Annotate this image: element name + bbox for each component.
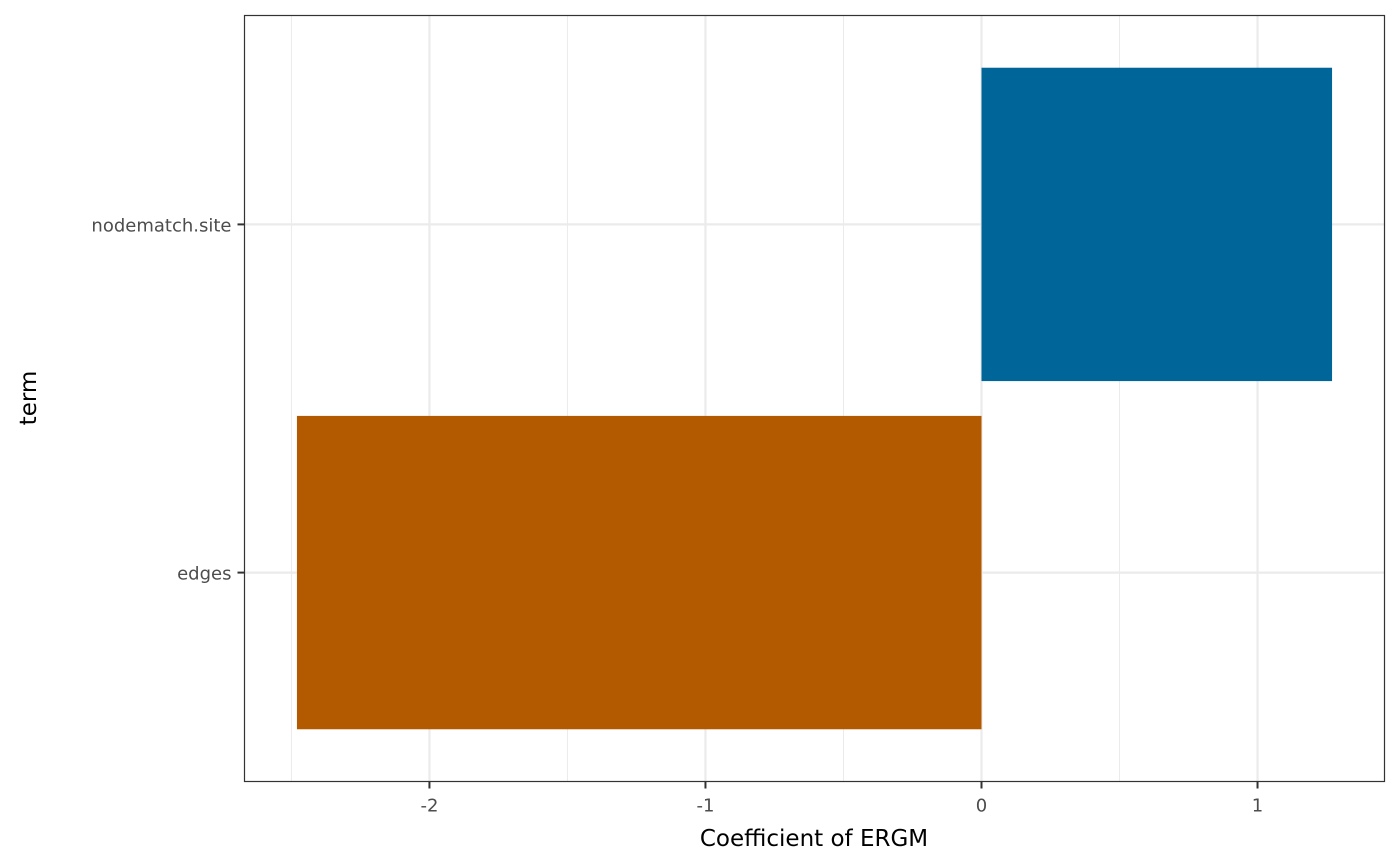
bar-nodematch-site [981, 67, 1333, 382]
x-tick-label: 1 [1252, 796, 1263, 817]
y-axis-title: term [16, 371, 42, 426]
x-axis-title: Coefficient of ERGM [700, 826, 928, 852]
y-tick-label: nodematch.site [91, 215, 231, 236]
x-tick-label: -1 [696, 796, 714, 817]
x-axis: -2 -1 0 1 [420, 781, 1263, 817]
bar-edges [296, 415, 982, 730]
y-axis: edges nodematch.site [91, 215, 245, 585]
y-tick-label: edges [177, 564, 231, 585]
x-tick-label: -2 [420, 796, 438, 817]
x-tick-label: 0 [976, 796, 987, 817]
panel-border [243, 14, 1386, 783]
bars [296, 67, 1333, 730]
